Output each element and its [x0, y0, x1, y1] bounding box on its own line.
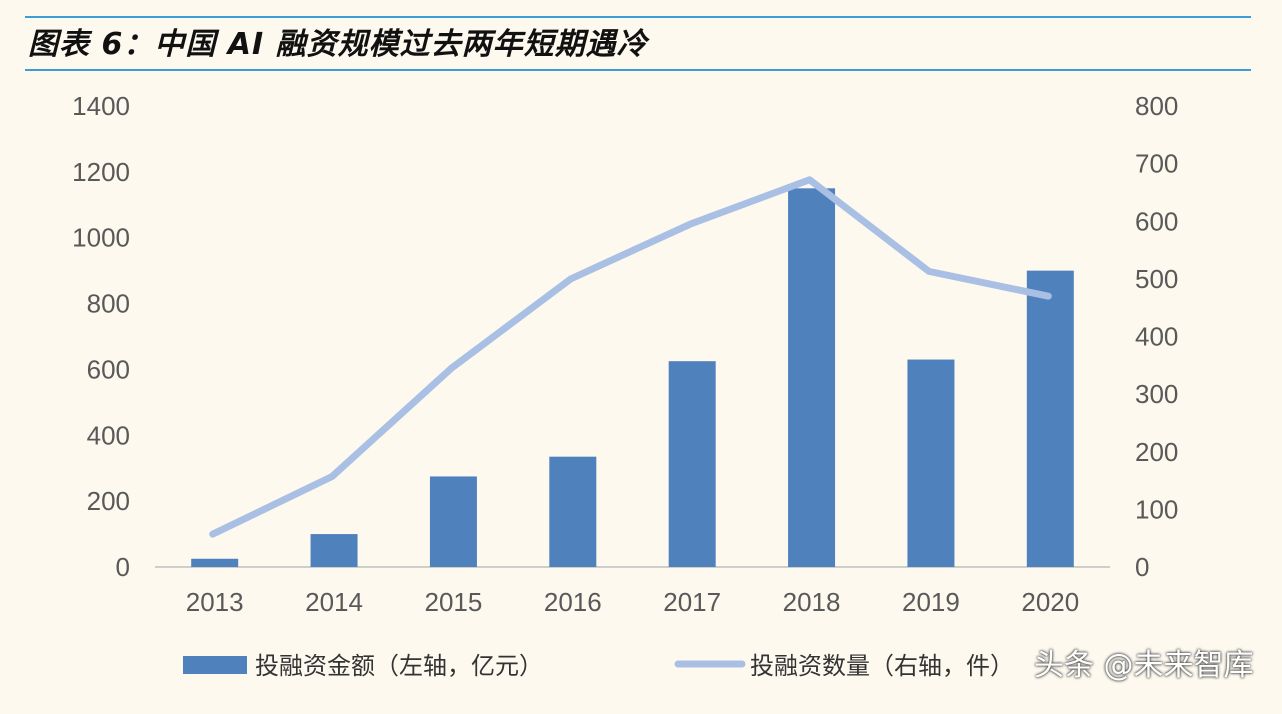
right-axis-tick-label: 800 [1135, 91, 1178, 121]
x-axis-tick-label: 2017 [663, 587, 721, 617]
bar-2013 [191, 558, 239, 567]
left-axis-tick-label: 600 [87, 354, 130, 384]
legend-bar-label: 投融资金额（左轴，亿元） [255, 652, 543, 680]
bar-series [191, 188, 1074, 568]
title-top-rule [25, 16, 1251, 18]
bar-2019 [907, 359, 955, 567]
right-axis-tick-label: 100 [1135, 494, 1178, 524]
left-axis-tick-label: 1200 [72, 157, 130, 187]
left-axis-tick-label: 0 [116, 552, 130, 582]
left-axis-ticks: 0 200 400 600 800 1000 1200 1400 [72, 91, 130, 582]
title-bottom-rule [25, 69, 1251, 71]
x-axis-tick-label: 2020 [1021, 587, 1079, 617]
left-axis-tick-label: 800 [87, 289, 130, 319]
x-axis-ticks: 2013 2014 2015 2016 2017 2018 2019 2020 [186, 587, 1079, 617]
figure-title: 图表 6：中国 AI 融资规模过去两年短期遇冷 [28, 27, 648, 62]
x-axis-tick-label: 2014 [305, 587, 363, 617]
line-series [209, 176, 1052, 538]
watermark: 头条 @未来智库 [1034, 648, 1254, 683]
right-axis-tick-label: 700 [1135, 149, 1178, 179]
right-axis-tick-label: 300 [1135, 379, 1178, 409]
right-axis-tick-label: 0 [1135, 552, 1149, 582]
x-axis-tick-label: 2013 [186, 587, 244, 617]
left-axis-tick-label: 200 [87, 486, 130, 516]
left-axis-tick-label: 1400 [72, 91, 130, 121]
bar-2014 [310, 534, 358, 567]
bar-2020 [1026, 270, 1074, 567]
x-axis-tick-label: 2018 [783, 587, 841, 617]
x-axis-tick-label: 2019 [902, 587, 960, 617]
bar-2015 [429, 476, 477, 567]
bar-2016 [549, 456, 597, 567]
x-axis-tick-label: 2016 [544, 587, 602, 617]
right-axis-tick-label: 400 [1135, 322, 1178, 352]
right-axis-tick-label: 200 [1135, 437, 1178, 467]
legend: 投融资金额（左轴，亿元） 投融资数量（右轴，件） [183, 652, 1014, 680]
right-axis-tick-label: 500 [1135, 264, 1178, 294]
bar-2017 [668, 361, 716, 567]
x-axis-tick-label: 2015 [425, 587, 483, 617]
left-axis-tick-label: 400 [87, 420, 130, 450]
bar-2018 [788, 188, 836, 568]
legend-line-label: 投融资数量（右轴，件） [750, 652, 1014, 680]
left-axis-tick-label: 1000 [72, 223, 130, 253]
legend-bar-swatch [183, 656, 247, 674]
right-axis-ticks: 0 100 200 300 400 500 600 700 800 [1135, 91, 1178, 582]
right-axis-tick-label: 600 [1135, 206, 1178, 236]
